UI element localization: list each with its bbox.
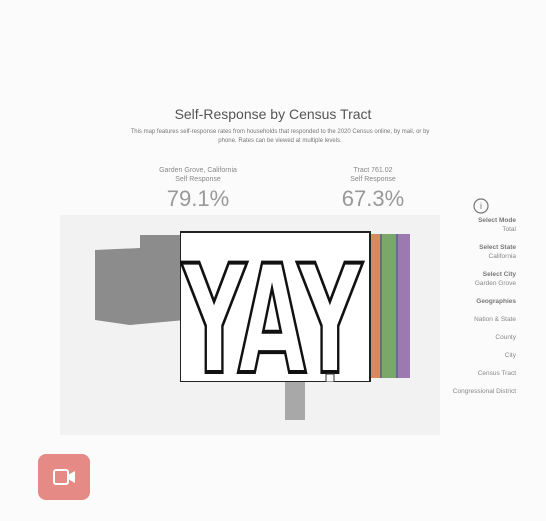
stat-value: 79.1% bbox=[166, 186, 230, 211]
label: Geographies bbox=[476, 298, 516, 305]
sticker: YAY bbox=[180, 231, 410, 382]
stat-place: Garden Grove, California bbox=[159, 167, 237, 174]
label: Select City bbox=[482, 271, 516, 278]
camera-button[interactable] bbox=[38, 454, 90, 500]
map-region bbox=[95, 235, 185, 325]
camera-icon bbox=[53, 469, 75, 485]
geo-option[interactable]: City bbox=[504, 352, 516, 359]
map-region bbox=[285, 380, 305, 420]
title: Self-Response by Census Tract bbox=[174, 106, 372, 122]
label: Select Mode bbox=[478, 217, 516, 224]
sidebar: Select Mode Total Select State Californi… bbox=[446, 216, 516, 396]
handle[interactable] bbox=[325, 373, 335, 382]
stat-label: Self Response bbox=[175, 176, 221, 183]
label: Select State bbox=[479, 244, 516, 251]
stat-place: Tract 761.02 bbox=[353, 167, 393, 174]
geo-option[interactable]: Census Tract bbox=[477, 370, 516, 377]
stat-tract: Tract 761.02 Self Response 67.3% bbox=[293, 166, 453, 212]
stat-value: 67.3% bbox=[341, 186, 405, 211]
dropdown[interactable]: Total bbox=[502, 226, 516, 233]
sticker-text: YAY bbox=[181, 234, 364, 382]
camera-lens bbox=[68, 471, 75, 483]
stat-label: Self Response bbox=[350, 176, 396, 183]
sticker-bg bbox=[180, 231, 371, 382]
dropdown[interactable]: California bbox=[488, 253, 516, 260]
description: This map features self-response rates fr… bbox=[130, 129, 430, 144]
stripe bbox=[398, 234, 410, 378]
stripe bbox=[382, 234, 396, 378]
geo-option[interactable]: Congressional District bbox=[452, 388, 516, 395]
stat-city: Garden Grove, California Self Response 7… bbox=[118, 166, 278, 212]
camera-body bbox=[53, 469, 69, 485]
geo-option[interactable]: Nation & State bbox=[474, 316, 516, 323]
info-icon[interactable] bbox=[473, 198, 489, 214]
info-icon-i: i bbox=[480, 201, 482, 211]
geo-option[interactable]: County bbox=[495, 334, 516, 341]
dropdown[interactable]: Garden Grove bbox=[474, 280, 516, 287]
